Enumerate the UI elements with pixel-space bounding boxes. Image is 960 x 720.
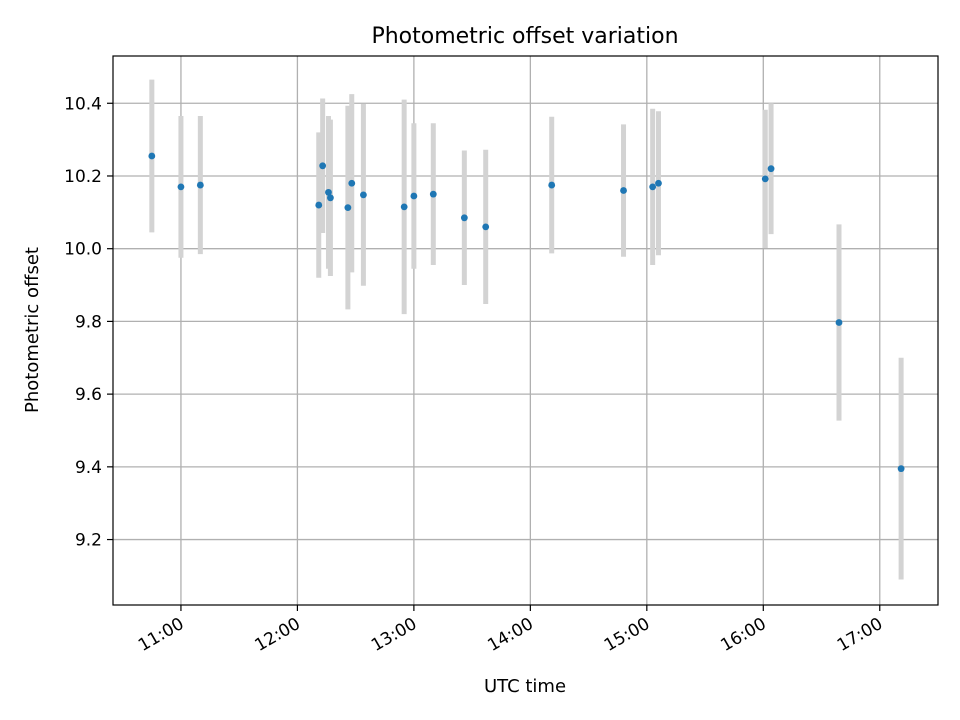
grid-layer	[113, 56, 938, 605]
y-tick-label: 10.4	[64, 94, 102, 114]
y-tick-label: 10.2	[64, 167, 102, 187]
y-tick-label: 9.4	[75, 458, 102, 478]
data-point	[649, 183, 657, 191]
data-point	[429, 190, 437, 198]
data-point	[548, 181, 556, 189]
y-axis-label: Photometric offset	[22, 247, 43, 413]
data-point	[897, 465, 905, 473]
x-axis-label: UTC time	[484, 676, 566, 697]
point-layer	[148, 152, 905, 473]
plot-frame	[112, 55, 939, 606]
y-tick-label: 9.8	[75, 312, 102, 332]
data-point	[835, 319, 843, 326]
data-point	[761, 175, 769, 183]
y-tick-label: 10.0	[64, 240, 102, 260]
data-point	[348, 179, 356, 187]
data-point	[620, 187, 627, 194]
data-point	[315, 201, 323, 209]
data-point	[400, 203, 408, 211]
data-point	[360, 191, 367, 199]
data-point	[460, 214, 468, 222]
data-point	[325, 188, 332, 196]
data-point	[655, 179, 662, 187]
data-point	[319, 162, 327, 170]
y-tick-label: 9.6	[75, 385, 102, 405]
data-point	[196, 181, 204, 189]
data-point	[410, 192, 418, 200]
data-point	[767, 165, 775, 173]
data-point	[327, 194, 334, 202]
data-point	[482, 223, 490, 231]
data-point	[177, 183, 185, 191]
chart-title: Photometric offset variation	[371, 24, 678, 49]
data-point	[148, 152, 156, 160]
data-point	[344, 204, 352, 212]
y-tick-label: 9.2	[75, 531, 102, 551]
